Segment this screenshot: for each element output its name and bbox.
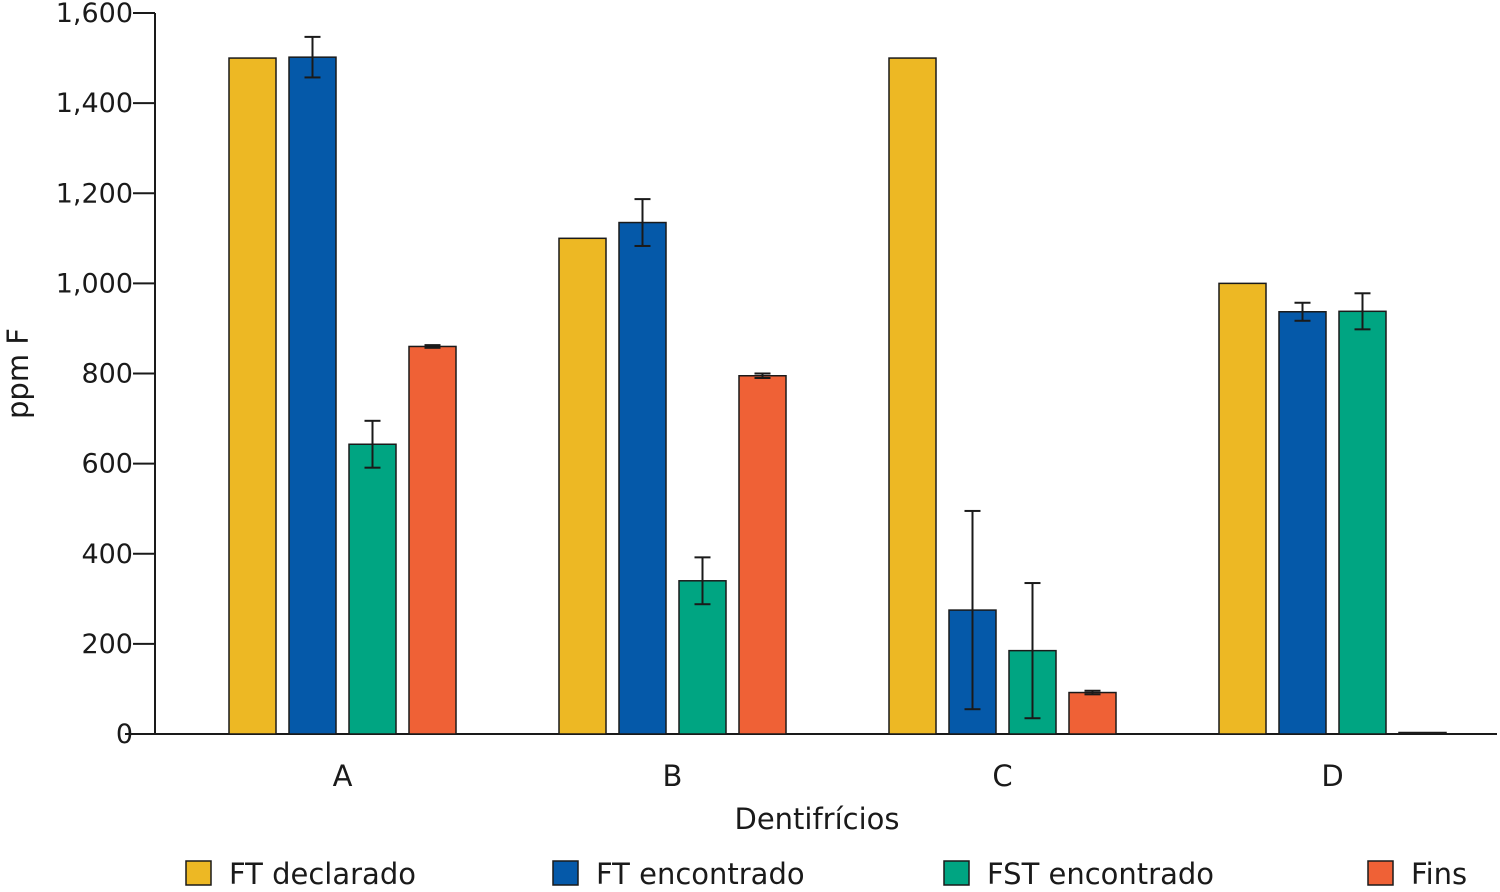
y-axis-title: ppm F xyxy=(1,328,35,419)
y-ticks: 0 200 400 600 800 1,000 1,200 1,400 1,600 xyxy=(56,0,155,750)
legend-label: FST encontrado xyxy=(987,857,1214,888)
bar xyxy=(678,580,727,735)
legend-swatch xyxy=(185,860,212,886)
x-axis-title: Dentifrícios xyxy=(734,802,899,836)
x-category-labels: A B C D xyxy=(333,759,1344,793)
bar xyxy=(1218,282,1267,735)
legend-label: FT encontrado xyxy=(596,857,805,888)
x-category-label: A xyxy=(333,759,353,793)
legend-label: FT declarado xyxy=(229,857,416,888)
bar xyxy=(1338,310,1387,735)
y-tick-label: 1,000 xyxy=(56,268,133,299)
error-bars xyxy=(304,35,1431,734)
bar xyxy=(348,443,397,735)
bar xyxy=(738,375,787,735)
legend-label: Fins xyxy=(1411,857,1467,888)
legend-swatch xyxy=(943,860,970,886)
bar xyxy=(288,56,337,735)
y-tick-label: 1,400 xyxy=(56,88,133,119)
bar xyxy=(408,345,457,735)
y-tick-label: 400 xyxy=(81,539,133,570)
y-tick-label: 0 xyxy=(116,719,133,750)
y-tick-label: 600 xyxy=(81,449,133,480)
bar xyxy=(1278,311,1327,735)
x-category-label: C xyxy=(992,759,1012,793)
x-category-label: D xyxy=(1321,759,1343,793)
y-tick-label: 800 xyxy=(81,359,133,390)
legend: FT declarado FT encontrado FST encontrado F… xyxy=(185,857,1467,891)
legend-swatch xyxy=(552,860,579,886)
y-tick-label: 1,600 xyxy=(56,0,133,29)
bar xyxy=(888,57,937,735)
bar xyxy=(228,57,277,735)
bar xyxy=(1068,691,1117,735)
bar xyxy=(618,221,667,735)
legend-swatch xyxy=(1367,860,1394,886)
bar xyxy=(558,237,607,735)
bars xyxy=(228,56,1447,735)
y-tick-label: 1,200 xyxy=(56,178,133,209)
y-tick-label: 200 xyxy=(81,629,133,660)
x-category-label: B xyxy=(663,759,683,793)
